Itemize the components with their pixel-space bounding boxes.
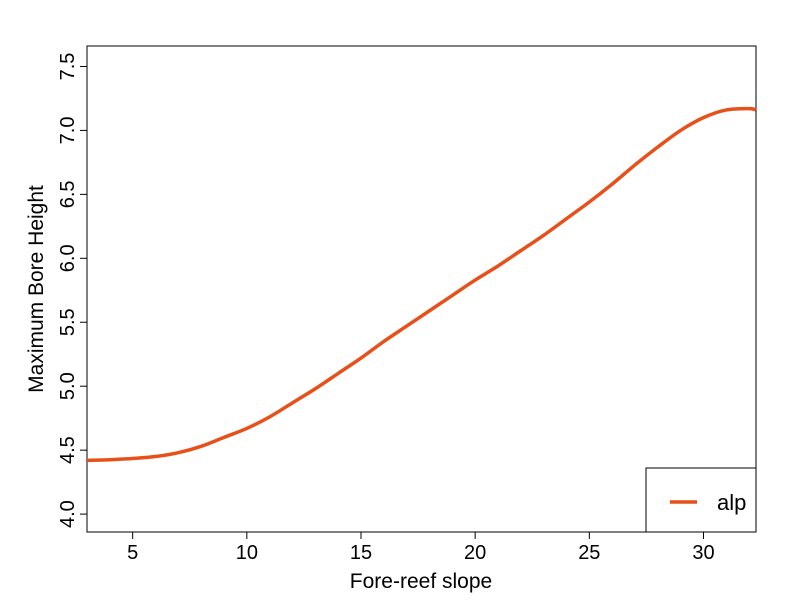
y-axis: 4.0 4.5 5.0 5.5 6.0 6.5 7.0 7.5 <box>57 53 87 528</box>
y-tick-label: 6.5 <box>57 180 79 208</box>
series-layer <box>86 106 757 463</box>
y-tick-label: 4.0 <box>57 500 79 528</box>
y-axis-title: Maximum Bore Height <box>25 185 48 393</box>
y-tick-label: 5.5 <box>57 308 79 336</box>
y-tick-label: 6.0 <box>57 244 79 272</box>
x-tick-label: 10 <box>236 542 258 564</box>
legend-box <box>645 467 757 533</box>
x-tick-label: 5 <box>127 542 138 564</box>
legend: alp <box>645 467 757 533</box>
series-line-alp <box>86 106 757 463</box>
x-axis-title: Fore-reef slope <box>350 570 492 593</box>
x-tick-label: 15 <box>350 542 372 564</box>
y-tick-label: 7.5 <box>57 53 79 81</box>
legend-label-alp: alp <box>717 490 746 515</box>
x-axis: 5 10 15 20 25 30 <box>127 532 715 564</box>
y-tick-label: 4.5 <box>57 436 79 464</box>
y-tick-label: 5.0 <box>57 372 79 400</box>
x-tick-label: 20 <box>464 542 486 564</box>
y-tick-label: 7.0 <box>57 117 79 145</box>
x-tick-label: 30 <box>692 542 714 564</box>
plot-frame <box>86 45 757 533</box>
x-tick-label: 25 <box>578 542 600 564</box>
